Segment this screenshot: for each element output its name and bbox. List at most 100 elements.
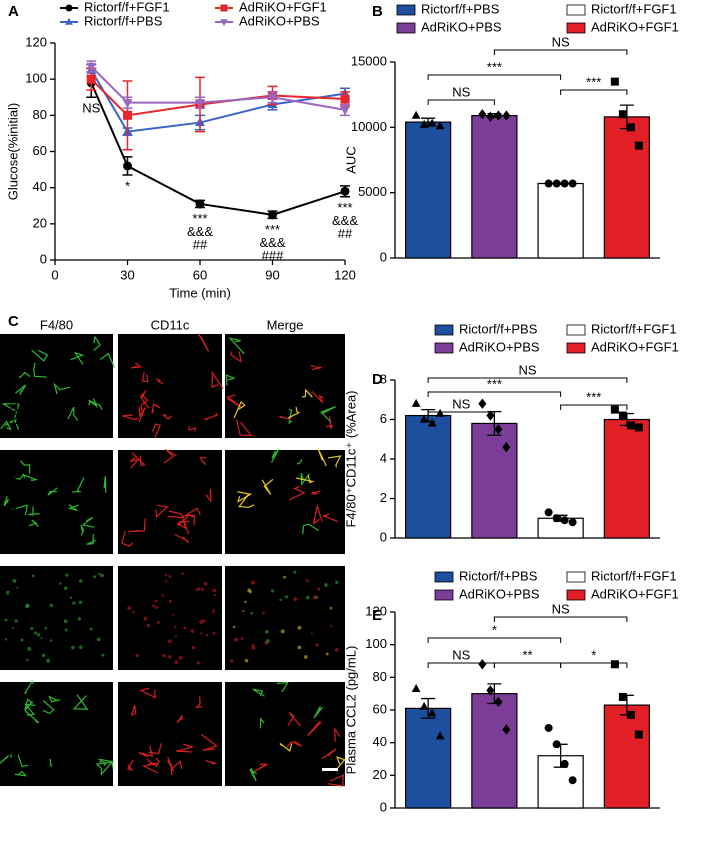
cell (191, 645, 196, 650)
cell (169, 599, 172, 603)
y-tick-label: 10000 (351, 119, 387, 134)
error-cap (267, 91, 278, 104)
cell (280, 629, 285, 634)
cell (261, 478, 274, 495)
cell (199, 620, 204, 625)
cell (177, 515, 190, 527)
cell (326, 416, 333, 429)
cell (78, 600, 83, 605)
cell (205, 633, 209, 637)
cell (324, 583, 328, 587)
cell (262, 611, 265, 615)
y-axis-label: F4/80⁺CD11c⁺ (%Area) (343, 390, 358, 527)
cell (197, 587, 201, 591)
data-point (427, 708, 437, 717)
cell (311, 390, 324, 404)
cell (302, 523, 319, 535)
cell (10, 504, 28, 515)
legend-swatch (434, 342, 454, 354)
cell (36, 633, 41, 637)
cell (253, 763, 268, 773)
bracket (493, 616, 628, 622)
cell (288, 406, 301, 419)
data-point (626, 710, 635, 719)
cell (236, 491, 253, 503)
significance: NS (552, 601, 570, 616)
cell (49, 758, 52, 767)
cell (204, 412, 219, 421)
error-cap (122, 96, 133, 109)
cell (174, 635, 178, 638)
legend-marker (65, 4, 73, 12)
cell (53, 382, 71, 395)
data-point (411, 398, 421, 407)
marker (123, 110, 132, 120)
cell (284, 595, 289, 599)
cell (155, 378, 164, 385)
cell (183, 626, 187, 630)
cell (249, 767, 258, 782)
cell (132, 610, 135, 614)
bracket (560, 89, 628, 95)
cell (0, 420, 12, 431)
legend-label: AdRiKO+FGF1 (591, 586, 679, 601)
cell (242, 610, 245, 613)
cell (271, 589, 275, 593)
cell (67, 406, 79, 422)
y-tick-label: 60 (33, 143, 47, 158)
data-point (634, 423, 643, 432)
cell (12, 473, 26, 480)
micrograph (0, 682, 113, 786)
cell (31, 349, 49, 362)
cell (47, 487, 58, 496)
cell (295, 475, 315, 484)
cell (146, 623, 151, 628)
cell (244, 600, 247, 604)
cell (4, 618, 8, 622)
cell (63, 586, 68, 591)
cell (80, 525, 85, 536)
cell (212, 608, 215, 611)
cell (205, 760, 216, 765)
cell (59, 582, 62, 585)
cell (250, 580, 255, 585)
data-point (618, 110, 627, 119)
annotation: NS (82, 101, 100, 116)
cell (327, 455, 342, 468)
row-label: AdRiKO+PBS (5, 461, 20, 542)
cell (11, 627, 15, 630)
cell (315, 643, 319, 647)
cell (156, 621, 160, 625)
cell (252, 688, 265, 697)
y-tick-label: 120 (365, 603, 387, 618)
legend-swatch (396, 22, 416, 34)
cell (44, 626, 48, 630)
bar (603, 704, 650, 809)
cell (100, 573, 104, 578)
cell (232, 625, 236, 629)
data-point (486, 410, 495, 421)
cell (182, 507, 201, 517)
cell (330, 625, 333, 628)
cell (131, 452, 146, 467)
legend-marker (65, 17, 73, 25)
cell (293, 570, 297, 574)
y-tick-label: 40 (33, 179, 47, 194)
bracket (427, 377, 628, 383)
cell (31, 574, 35, 578)
cell (286, 740, 303, 748)
data-point (544, 723, 553, 732)
cell (155, 605, 159, 609)
cell (71, 645, 75, 650)
cell (297, 625, 302, 630)
x-tick-label: 120 (334, 267, 356, 282)
legend-label: Rictorf/f+FGF1 (591, 1, 677, 16)
cell (88, 400, 103, 411)
cell (307, 720, 322, 737)
y-tick-label: 0 (380, 249, 387, 264)
cell (135, 653, 139, 658)
cell (317, 448, 327, 467)
cell (67, 504, 80, 511)
x-tick-label: 0 (51, 267, 58, 282)
cell (146, 757, 161, 768)
